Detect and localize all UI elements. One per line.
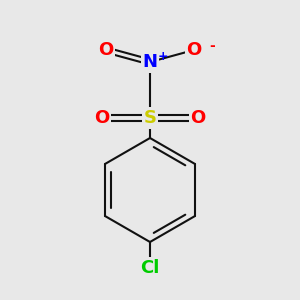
Text: O: O [98,41,114,59]
Text: N: N [142,53,158,71]
Text: +: + [158,50,168,64]
Text: S: S [143,109,157,127]
Text: O: O [190,109,206,127]
Text: Cl: Cl [140,259,160,277]
Text: O: O [94,109,110,127]
Text: -: - [209,39,215,53]
Text: O: O [186,41,202,59]
